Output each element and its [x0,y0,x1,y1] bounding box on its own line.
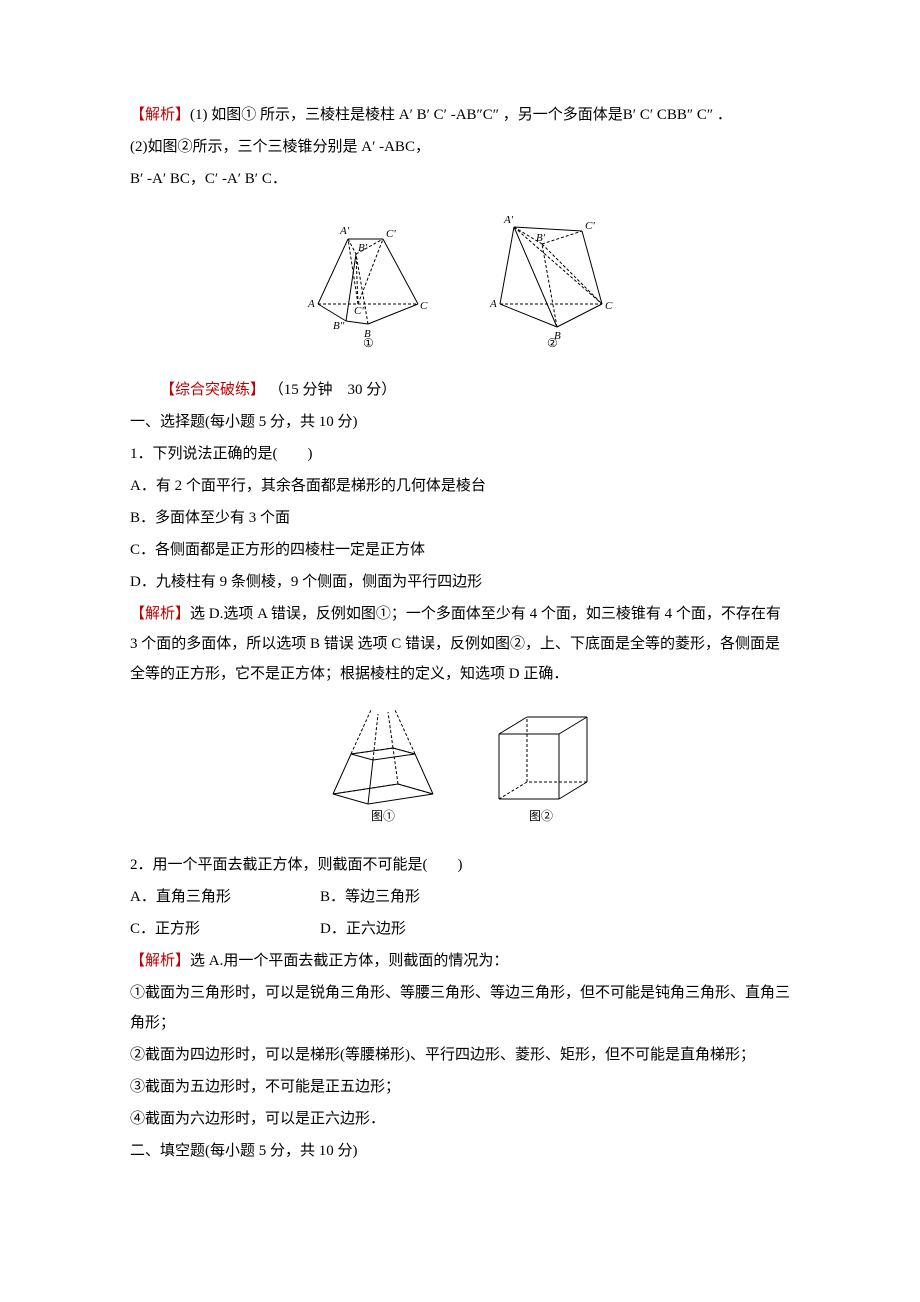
q2-option-b: B．等边三角形 [320,889,420,905]
fig2-label-a-prime: A′ [503,214,514,226]
fig1-label-b-dprime: B″ [333,320,345,332]
fig1-label-c: C [420,300,428,312]
q1-answer-choice: 选 D. [190,606,223,622]
q2-option-a: A．直角三角形 [130,882,320,912]
fig1-label-b-prime: B′ [358,242,368,254]
choice-section-title: 一、选择题(每小题 5 分，共 10 分) [130,407,790,437]
q1-stem: 1．下列说法正确的是( ) [130,439,790,469]
fig1-label-a-prime: A′ [339,225,350,237]
figure-row-1: A′ C′ B′ A C B B″ C″ ① A′ C′ [130,209,790,360]
fig1-label-a: A [307,298,315,310]
q2-analysis-lead: 用一个平面去截正方体，则截面的情况为： [223,953,508,969]
analysis-label: 【解析】 [130,107,190,123]
fig2-label-a: A [489,298,497,310]
analysis-text-2: (2)如图②所示，三个三棱锥分别是 A′ -ABC， [130,132,790,162]
q2-analysis-l4: ④截面为六边形时，可以是正六边形． [130,1104,790,1134]
figure-2-svg: A′ C′ B′ A C B ② [482,209,622,349]
fill-blank-section-title: 二、填空题(每小题 5 分，共 10 分) [130,1136,790,1166]
analysis-text-3: B′ -A′ BC，C′ -A′ B′ C． [130,164,790,194]
q1-option-c: C．各侧面都是正方形的四棱柱一定是正方体 [130,535,790,565]
fig2-label-c-prime: C′ [585,220,595,232]
section-time: （15 分钟 30 分） [265,382,396,398]
figure-row-2: 图① 图② [130,704,790,835]
q2-analysis-label: 【解析】 [130,953,190,969]
q2-answer-choice: 选 A. [190,953,223,969]
figure-3a-svg: 图① [323,704,443,824]
fig3b-caption: 图② [529,809,553,823]
q1-analysis-label: 【解析】 [130,606,190,622]
q2-analysis-l3: ③截面为五边形时，不可能是正五边形； [130,1072,790,1102]
analysis-text-1: (1) 如图① 所示，三棱柱是棱柱 A′ B′ C′ -AB″C″ ，另一个多面… [190,107,732,123]
q2-analysis-l2: ②截面为四边形时，可以是梯形(等腰梯形)、平行四边形、菱形、矩形，但不可能是直角… [130,1040,790,1070]
q2-stem: 2．用一个平面去截正方体，则截面不可能是( ) [130,850,790,880]
figure-3b-svg: 图② [487,704,597,824]
fig1-label-c-prime: C′ [386,228,396,240]
q1-option-d: D．九棱柱有 9 条侧棱，9 个侧面，侧面为平行四边形 [130,567,790,597]
fig3a-caption: 图① [371,809,395,823]
section-label: 【综合突破练】 [160,382,265,398]
fig2-label-c: C [605,300,613,312]
q1-analysis-text: 选项 A 错误，反例如图①；一个多面体至少有 4 个面，如三棱锥有 4 个面，不… [130,606,781,682]
q2-option-c: C．正方形 [130,914,320,944]
fig2-label-b-prime: B′ [536,232,546,244]
q1-option-b: B．多面体至少有 3 个面 [130,503,790,533]
fig1-label-c-dprime: C″ [354,305,366,317]
figure-1-svg: A′ C′ B′ A C B B″ C″ ① [298,209,438,349]
q2-analysis-l1: ①截面为三角形时，可以是锐角三角形、等腰三角形、等边三角形，但不可能是钝角三角形… [130,978,790,1038]
q2-option-d: D．正六边形 [320,921,406,937]
q1-option-a: A．有 2 个面平行，其余各面都是梯形的几何体是棱台 [130,471,790,501]
fig2-caption: ② [547,336,558,349]
fig1-caption: ① [363,336,374,349]
